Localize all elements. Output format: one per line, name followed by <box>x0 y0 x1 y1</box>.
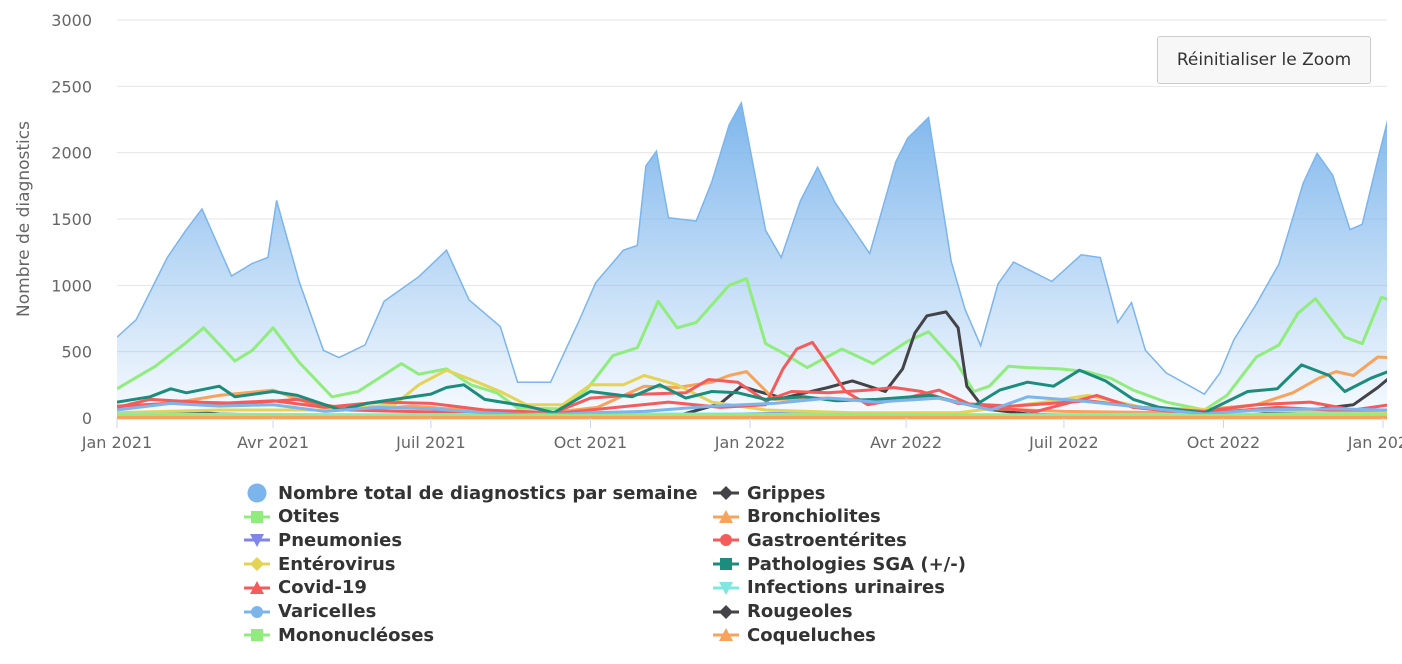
circle-marker-icon <box>247 483 267 503</box>
legend-label: Mononucléoses <box>278 624 435 646</box>
legend-label: Gastroentérites <box>747 529 907 551</box>
legend-label: Bronchiolites <box>747 506 881 528</box>
legend-item-grippes[interactable]: Grippes <box>713 481 826 505</box>
x-tick-label: Oct 2021 <box>554 433 627 452</box>
x-axis: Jan 2021 Avr 2021 Juil 2021 Oct 2021 Jan 202… <box>81 418 1402 452</box>
y-tick-label: 2000 <box>51 144 92 163</box>
legend-item-infections-urinaires[interactable]: Infections urinaires <box>713 576 945 600</box>
triangle-down-marker-icon <box>713 581 739 595</box>
legend-item-pneumonies[interactable]: Pneumonies <box>244 528 402 552</box>
legend-label: Covid-19 <box>278 577 367 599</box>
diamond-marker-icon <box>713 486 739 500</box>
legend-label: Pathologies SGA (+/-) <box>747 553 966 575</box>
triangle-marker-icon <box>713 509 739 523</box>
legend-label: Coqueluches <box>747 624 876 646</box>
diamond-marker-icon <box>713 604 739 619</box>
legend-label: Rougeoles <box>747 601 853 622</box>
square-marker-icon <box>713 558 739 571</box>
legend-item-coqueluches[interactable]: Coqueluches <box>713 623 876 647</box>
circle-marker-icon <box>244 605 270 618</box>
legend-item-gastroenterites[interactable]: Gastroentérites <box>713 528 907 552</box>
legend-label: Infections urinaires <box>747 577 945 599</box>
legend-label: Grippes <box>747 482 826 504</box>
x-tick-label: Avr 2022 <box>870 433 942 452</box>
x-tick-label: Jan 2023 <box>1347 433 1402 452</box>
triangle-marker-icon <box>713 628 739 642</box>
legend-label: Nombre total de diagnostics par semaine <box>278 482 698 504</box>
series-line-varicelles[interactable] <box>117 395 1402 417</box>
series-line-pathologies-sga[interactable] <box>117 362 1402 415</box>
x-tick-label: Jan 2022 <box>714 433 785 452</box>
diamond-marker-icon <box>244 557 270 572</box>
y-axis: 0 500 1000 1500 2000 2500 3000 <box>51 11 92 428</box>
legend-item-pathologies-sga[interactable]: Pathologies SGA (+/-) <box>713 552 966 576</box>
legend-item-otites[interactable]: Otites <box>244 505 340 529</box>
series-line-otites[interactable] <box>117 277 1402 412</box>
y-tick-label: 1500 <box>51 210 92 229</box>
y-tick-label: 2500 <box>51 77 92 96</box>
x-tick-label: Avr 2021 <box>237 433 309 452</box>
x-tick-label: Oct 2022 <box>1187 433 1260 452</box>
legend-item-rougeoles[interactable]: Rougeoles <box>713 600 853 624</box>
square-marker-icon <box>244 629 270 642</box>
legend-item-mononucleoses[interactable]: Mononucléoses <box>244 623 434 647</box>
square-marker-icon <box>244 510 270 523</box>
legend-label: Entérovirus <box>278 553 396 575</box>
y-tick-label: 3000 <box>51 11 92 30</box>
legend-label: Varicelles <box>278 601 377 622</box>
legend-item-covid-19[interactable]: Covid-19 <box>244 576 367 600</box>
x-tick-label: Juil 2022 <box>1028 433 1099 452</box>
legend-item-enterovirus[interactable]: Entérovirus <box>244 552 395 576</box>
legend-label: Otites <box>278 506 340 528</box>
reset-zoom-button[interactable]: Réinitialiser le Zoom <box>1157 36 1371 84</box>
series-line-mononucleoses[interactable] <box>117 413 1402 418</box>
triangle-down-marker-icon <box>244 534 270 548</box>
legend-item-bronchiolites[interactable]: Bronchiolites <box>713 505 881 529</box>
chart-legend: Nombre total de diagnostics par semaine G… <box>244 481 1004 651</box>
series-line-enterovirus[interactable] <box>117 368 1402 415</box>
series-line-nombre-total-de-diagnostics-par-semaine[interactable] <box>117 97 1402 396</box>
x-tick-label: Juil 2021 <box>395 433 466 452</box>
plot-area <box>117 97 1402 420</box>
circle-marker-icon <box>713 534 739 547</box>
y-tick-label: 500 <box>61 343 92 362</box>
legend-item-varicelles[interactable]: Varicelles <box>244 600 376 624</box>
legend-label: Pneumonies <box>278 529 403 551</box>
y-tick-label: 0 <box>82 409 92 428</box>
legend-item-nombre-total-de-diagnostics-par-semaine[interactable]: Nombre total de diagnostics par semaine <box>244 481 698 505</box>
series-area-nombre-total-de-diagnostics-par-semaine <box>117 102 1387 418</box>
triangle-marker-icon <box>244 580 270 594</box>
y-tick-label: 1000 <box>51 276 92 295</box>
y-axis-label: Nombre de diagnostics <box>14 121 34 317</box>
x-tick-label: Jan 2021 <box>81 433 152 452</box>
